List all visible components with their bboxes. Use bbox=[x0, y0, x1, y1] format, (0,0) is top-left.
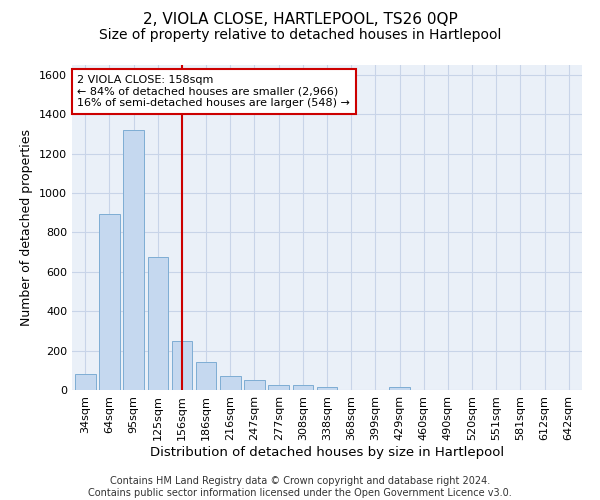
Bar bbox=[268, 384, 289, 390]
Bar bbox=[244, 380, 265, 390]
Bar bbox=[148, 257, 168, 390]
Bar bbox=[293, 384, 313, 390]
Text: 2 VIOLA CLOSE: 158sqm
← 84% of detached houses are smaller (2,966)
16% of semi-d: 2 VIOLA CLOSE: 158sqm ← 84% of detached … bbox=[77, 74, 350, 108]
Bar bbox=[75, 374, 95, 390]
X-axis label: Distribution of detached houses by size in Hartlepool: Distribution of detached houses by size … bbox=[150, 446, 504, 458]
Bar bbox=[196, 362, 217, 390]
Y-axis label: Number of detached properties: Number of detached properties bbox=[20, 129, 34, 326]
Bar bbox=[172, 342, 192, 390]
Bar bbox=[99, 214, 120, 390]
Text: Size of property relative to detached houses in Hartlepool: Size of property relative to detached ho… bbox=[99, 28, 501, 42]
Bar bbox=[317, 387, 337, 390]
Bar bbox=[124, 130, 144, 390]
Text: 2, VIOLA CLOSE, HARTLEPOOL, TS26 0QP: 2, VIOLA CLOSE, HARTLEPOOL, TS26 0QP bbox=[143, 12, 457, 28]
Text: Contains HM Land Registry data © Crown copyright and database right 2024.
Contai: Contains HM Land Registry data © Crown c… bbox=[88, 476, 512, 498]
Bar bbox=[220, 376, 241, 390]
Bar bbox=[389, 387, 410, 390]
